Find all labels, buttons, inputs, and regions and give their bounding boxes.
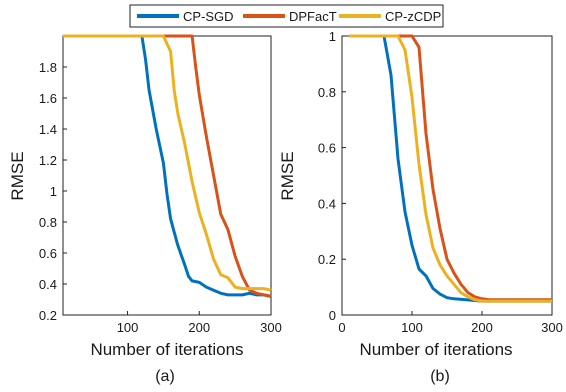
panel-b-xtick-label: 300: [541, 320, 563, 335]
panel-a-xtick-label: 200: [188, 320, 210, 335]
panel-a-ytick-label: 0.2: [39, 308, 57, 323]
panel-a-ytick-label: 1.8: [39, 60, 57, 75]
panel-b-line-dpfact: [349, 34, 552, 302]
panel-b-xtick-label: 200: [471, 320, 493, 335]
panel-b: 0 100 200 300 0 0.2 0.4 0.6 0.8 1 Number of itera…: [278, 29, 563, 385]
panel-b-ytick-label: 0.8: [318, 85, 336, 100]
panel-a-ytick-label: 0.8: [39, 215, 57, 230]
panel-b-ytick-label: 0.4: [318, 196, 336, 211]
panel-b-xtick-label: 100: [401, 320, 423, 335]
legend-label-cp-sgd: CP-SGD: [183, 9, 234, 24]
panel-a-line-dpfact: [63, 34, 272, 298]
panel-a-ytick-label: 0.4: [39, 277, 57, 292]
panel-b-xtick-label: 0: [338, 320, 345, 335]
panel-b-line-cp-zcdp: [349, 34, 552, 303]
panel-a-line-cp-zcdp: [63, 34, 272, 292]
panel-a-xtick-label: 100: [117, 320, 139, 335]
panel-a-ytick-label: 1.2: [39, 153, 57, 168]
panel-b-sublabel: (b): [430, 368, 450, 385]
panel-b-ylabel: RMSE: [278, 151, 297, 200]
panel-a-xlabel: Number of iterations: [90, 340, 243, 359]
panel-b-line-cp-sgd: [349, 34, 552, 303]
panel-b-ytick-label: 0.6: [318, 141, 336, 156]
legend: CP-SGD DPFacT CP-zCDP: [129, 4, 444, 28]
panel-a-lines: [63, 34, 272, 298]
panel-a-ticks: 100 200 300 0.2 0.4 0.6 0.8 1 1.2 1.4 1.6 1.8: [39, 60, 282, 335]
panel-b-axes-box: [341, 35, 553, 316]
legend-label-dpfact: DPFacT: [289, 9, 337, 24]
panel-a-ylabel: RMSE: [8, 151, 27, 200]
panel-a: 100 200 300 0.2 0.4 0.6 0.8 1 1.2 1.4 1.6 1.8 Numbe…: [8, 34, 282, 385]
panel-b-ytick-label: 0.2: [318, 252, 336, 267]
panel-a-ytick-label: 1.4: [39, 122, 57, 137]
panel-a-ytick-label: 1: [50, 184, 57, 199]
panel-b-ytick-label: 1: [329, 29, 336, 44]
panel-b-ytick-label: 0: [329, 308, 336, 323]
panel-a-ytick-label: 0.6: [39, 246, 57, 261]
panel-b-lines: [349, 34, 552, 303]
panel-a-line-cp-sgd: [63, 34, 272, 298]
legend-label-cp-zcdp: CP-zCDP: [385, 9, 441, 24]
panel-b-ticks: 0 100 200 300 0 0.2 0.4 0.6 0.8 1: [318, 29, 563, 335]
panel-a-ytick-label: 1.6: [39, 91, 57, 106]
panel-b-xlabel: Number of iterations: [359, 340, 512, 359]
panel-a-xtick-label: 300: [260, 320, 282, 335]
panel-a-sublabel: (a): [155, 368, 175, 385]
legend-box: [129, 4, 444, 28]
